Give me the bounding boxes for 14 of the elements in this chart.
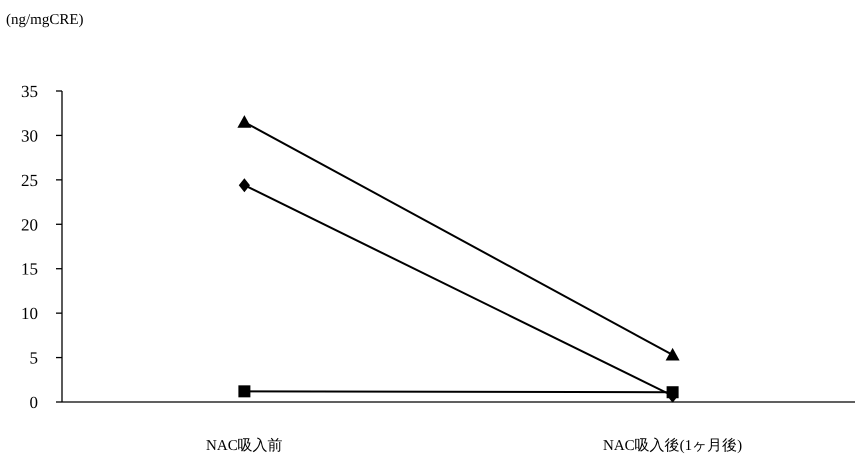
point [238,178,250,192]
point [238,385,250,398]
y-tick-label: 25 [21,170,38,190]
y-tick-label: 30 [21,126,38,146]
y-tick-label: 35 [21,82,38,101]
point [666,386,679,398]
y-tick-label: 15 [21,260,38,279]
y-tick-label: 20 [21,215,38,234]
y-axis-title: (ng/mgCRE) [6,12,84,28]
y-tick-label: 5 [30,348,38,368]
x-tick-label: NAC吸入後(1ヶ月後) [603,437,742,454]
y-tick-label: 0 [30,393,38,412]
y-tick-label: 10 [21,304,38,324]
x-tick-label: NAC吸入前 [206,437,283,454]
